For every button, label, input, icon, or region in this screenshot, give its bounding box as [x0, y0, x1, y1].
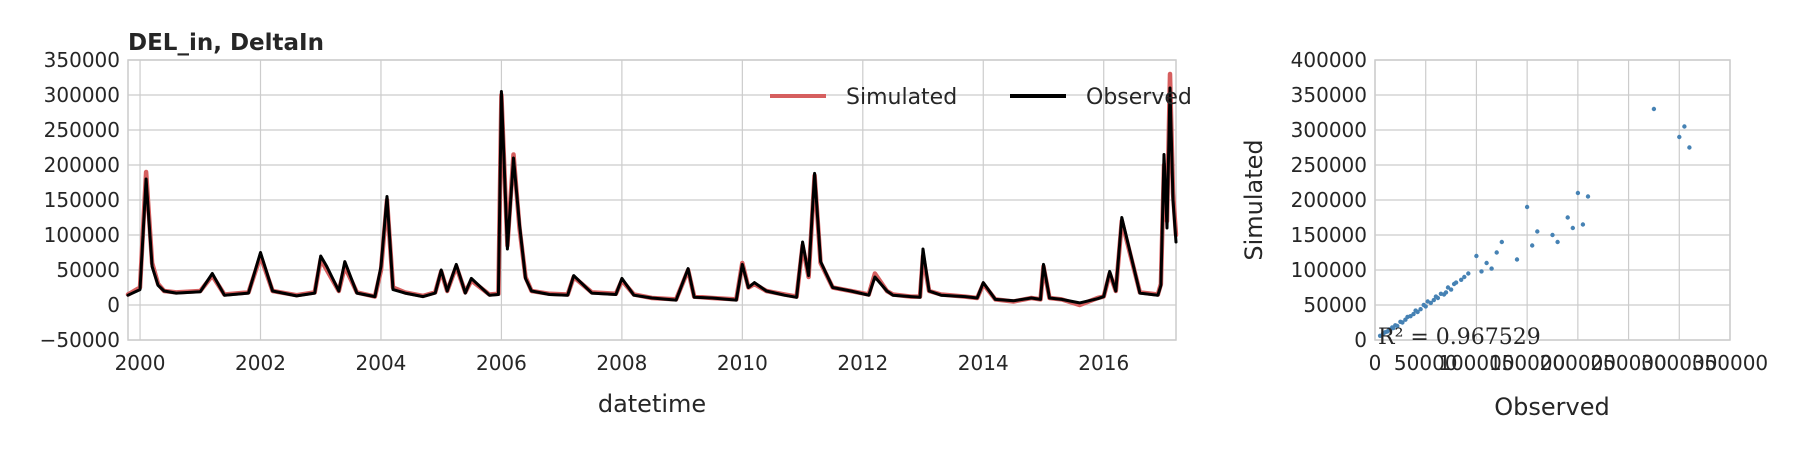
scatter-x-tick-label: 100000 [1438, 351, 1514, 375]
scatter-y-tick-label: 0 [1354, 328, 1367, 352]
scatter-x-tick-label: 50000 [1394, 351, 1458, 375]
scatter-point [1466, 271, 1471, 276]
scatter-point [1443, 290, 1449, 295]
scatter-x-tick-label: 200000 [1540, 351, 1616, 375]
scatter-point [1415, 309, 1420, 315]
scatter-point [1530, 243, 1535, 248]
scatter-point [1580, 222, 1586, 227]
scatter-point [1411, 311, 1416, 317]
timeseries-x-tick-label: 2006 [476, 351, 527, 375]
scatter-x-tick-label: 300000 [1641, 351, 1717, 375]
timeseries-x-tick-label: 2014 [958, 351, 1009, 375]
scatter-point [1395, 323, 1400, 329]
timeseries-y-tick-label: 150000 [44, 188, 120, 212]
scatter-point [1428, 300, 1434, 306]
legend-observed-label: Observed [1086, 85, 1192, 110]
scatter-point [1418, 307, 1423, 312]
scatter-point [1435, 295, 1441, 301]
timeseries-x-tick-label: 2016 [1078, 351, 1129, 375]
scatter-point [1514, 257, 1520, 262]
scatter-point [1400, 320, 1405, 325]
series-line-observed [126, 86, 1178, 305]
scatter-y-tick-label: 300000 [1291, 118, 1367, 142]
scatter-point [1431, 297, 1437, 303]
scatter-point [1524, 204, 1530, 210]
scatter-y-tick-labels: 0 50000 100000 150000 200000 250000 300000 3500… [1291, 48, 1367, 352]
scatter-point [1453, 280, 1459, 285]
timeseries-x-tick-label: 2012 [837, 351, 888, 375]
scatter-y-tick-label: 400000 [1291, 48, 1367, 72]
timeseries-chart: DEL_in, DeltaIn −50000 0 50000 100000 150000… [40, 30, 1192, 418]
scatter-point [1585, 194, 1591, 199]
r-squared-annotation: R² = 0.967529 [1378, 325, 1541, 350]
scatter-point [1555, 239, 1560, 245]
scatter-point [1462, 274, 1467, 280]
scatter-point [1459, 277, 1464, 282]
scatter-point [1474, 253, 1479, 259]
scatter-point [1494, 250, 1499, 255]
scatter-y-tick-label: 350000 [1291, 83, 1367, 107]
scatter-point [1575, 190, 1581, 196]
timeseries-y-tick-label: −50000 [40, 328, 120, 352]
scatter-point [1448, 287, 1454, 292]
timeseries-y-tick-label: 300000 [44, 83, 120, 107]
scatter-y-tick-label: 100000 [1291, 258, 1367, 282]
scatter-point [1677, 134, 1682, 140]
timeseries-x-tick-label: 2010 [717, 351, 768, 375]
scatter-y-tick-label: 50000 [1303, 293, 1367, 317]
timeseries-y-tick-label: 50000 [56, 258, 120, 282]
scatter-y-axis-label: Simulated [1240, 139, 1268, 260]
scatter-point [1682, 124, 1687, 129]
scatter-grid [1374, 59, 1731, 341]
scatter-x-tick-label: 0 [1369, 351, 1382, 375]
timeseries-y-tick-label: 200000 [44, 153, 120, 177]
timeseries-x-tick-label: 2002 [235, 351, 286, 375]
scatter-y-tick-label: 200000 [1291, 188, 1367, 212]
timeseries-grid [128, 59, 1176, 341]
scatter-point [1445, 285, 1451, 290]
scatter-x-tick-label: 250000 [1590, 351, 1666, 375]
timeseries-x-tick-label: 2004 [356, 351, 407, 375]
chart-title: DEL_in, DeltaIn [128, 30, 324, 56]
timeseries-x-tick-labels: 2000 2002 2004 2006 2008 2010 2012 2014 2016 [115, 351, 1130, 375]
scatter-point [1535, 229, 1540, 234]
timeseries-x-tick-label: 2000 [115, 351, 166, 375]
timeseries-x-tick-label: 2008 [596, 351, 647, 375]
timeseries-y-tick-labels: −50000 0 50000 100000 150000 200000 250000 3000… [40, 48, 120, 352]
timeseries-y-tick-label: 250000 [44, 118, 120, 142]
scatter-point [1550, 232, 1555, 238]
scatter-point [1423, 304, 1428, 309]
timeseries-series [125, 71, 1179, 308]
scatter-point [1570, 225, 1576, 231]
timeseries-y-tick-label: 100000 [44, 223, 120, 247]
timeseries-y-tick-label: 350000 [44, 48, 120, 72]
scatter-point [1479, 269, 1484, 274]
scatter-chart: 0500001000001500002000002500003000003500… [1240, 48, 1768, 421]
scatter-points [1377, 106, 1692, 338]
scatter-x-tick-label: 150000 [1489, 351, 1565, 375]
timeseries-x-axis-label: datetime [598, 390, 706, 418]
timeseries-y-tick-label: 0 [107, 293, 120, 317]
scatter-y-tick-label: 150000 [1291, 223, 1367, 247]
scatter-point [1484, 260, 1489, 266]
scatter-point [1651, 106, 1657, 112]
scatter-y-tick-label: 250000 [1291, 153, 1367, 177]
scatter-x-axis-label: Observed [1494, 393, 1609, 421]
scatter-point [1687, 145, 1692, 150]
scatter-point [1499, 239, 1505, 245]
scatter-point [1565, 215, 1570, 220]
scatter-point [1489, 266, 1494, 271]
scatter-x-tick-labels: 0 500001000001500002000002500003000003500… [1369, 351, 1769, 375]
legend-simulated-label: Simulated [846, 85, 957, 110]
scatter-x-tick-label: 350000 [1692, 351, 1768, 375]
legend: Simulated Observed [770, 85, 1192, 110]
